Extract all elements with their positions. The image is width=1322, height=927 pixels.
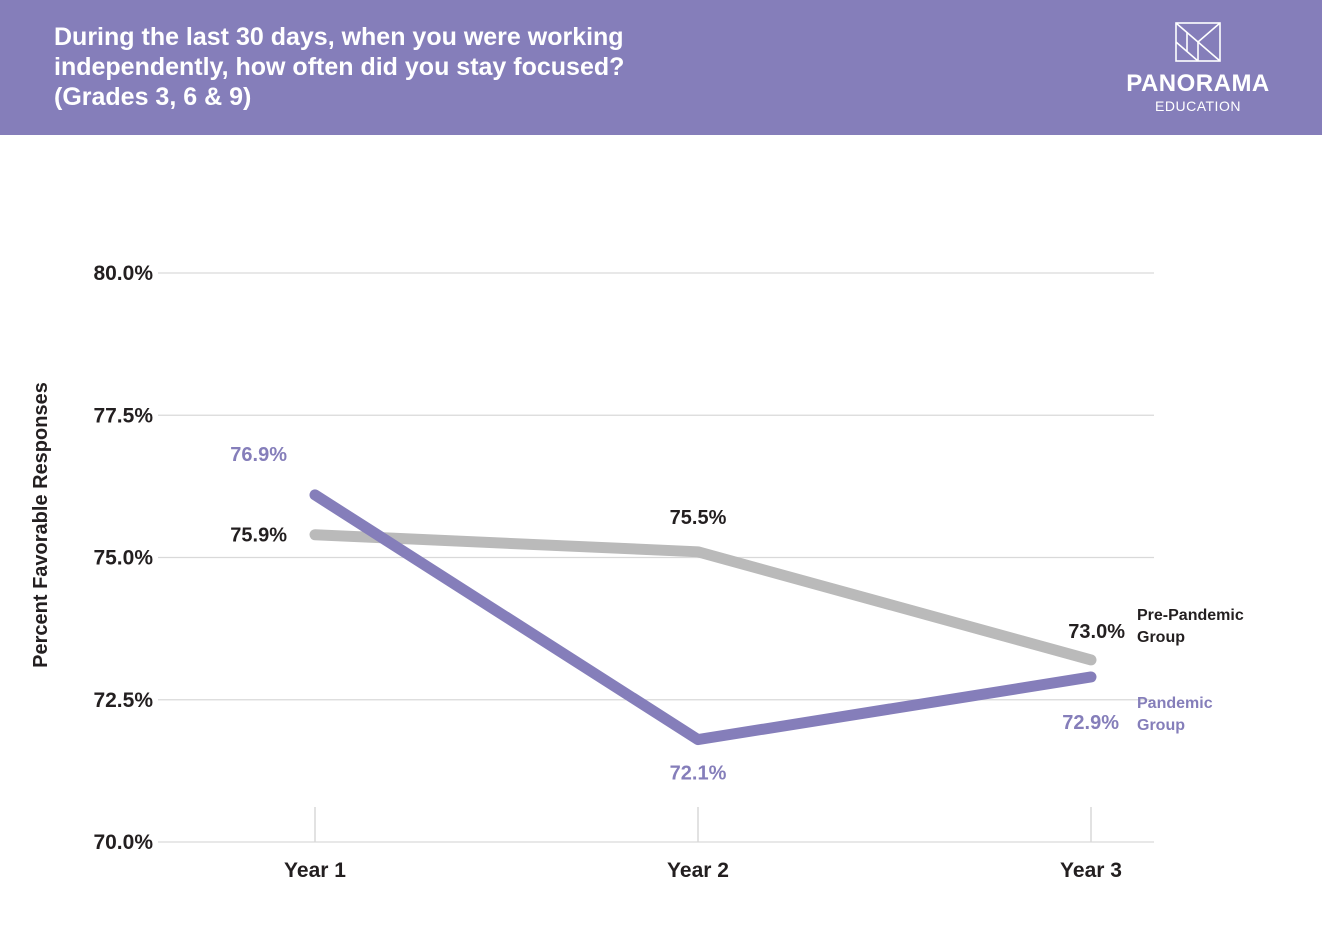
legend-label: Pandemic — [1137, 695, 1213, 712]
line-chart: 70.0%72.5%75.0%77.5%80.0% Year 1 Year 2 Ye… — [30, 262, 1244, 882]
x-tick-label: Year 1 — [284, 859, 346, 882]
legend-label: Pre-Pandemic — [1137, 607, 1244, 624]
x-tick-label: Year 3 — [1060, 859, 1122, 882]
title-line-3: (Grades 3, 6 & 9) — [54, 83, 252, 111]
chart-title: During the last 30 days, when you were w… — [54, 22, 814, 112]
data-label: 73.0% — [1068, 621, 1125, 643]
logo-name: PANORAMA — [1126, 70, 1270, 97]
tangram-square-logo-icon — [1175, 22, 1221, 62]
legend-label: Group — [1137, 629, 1185, 646]
pre-pandemic-series-line — [309, 529, 1097, 666]
pandemic-series-line — [309, 489, 1097, 746]
y-tick-label: 80.0% — [93, 262, 153, 285]
x-axis: Year 1 Year 2 Year 3 — [284, 807, 1122, 882]
x-tick-label: Year 2 — [667, 859, 729, 882]
y-axis-ticks: 70.0% 72.5% 75.0% 77.5% 80.0% — [93, 262, 153, 854]
title-line-2: independently, how often did you stay fo… — [54, 53, 625, 81]
title-line-1: During the last 30 days, when you were w… — [54, 23, 624, 51]
y-tick-label: 70.0% — [93, 831, 153, 854]
legend-label: Group — [1137, 717, 1185, 734]
data-labels: 75.9% 75.5% 73.0% 76.9% 72.1% 72.9% — [230, 444, 1125, 785]
y-tick-label: 77.5% — [93, 404, 153, 427]
data-label: 72.9% — [1062, 712, 1119, 734]
series-legend: Pre-Pandemic Group Pandemic Group — [1137, 607, 1244, 734]
data-label: 76.9% — [230, 444, 287, 466]
y-tick-label: 72.5% — [93, 689, 153, 712]
logo-subtitle: EDUCATION — [1155, 98, 1241, 114]
panorama-logo: PANORAMA EDUCATION — [1118, 22, 1278, 117]
y-axis-label: Percent Favorable Responses — [30, 382, 52, 668]
gridlines — [158, 272, 1154, 843]
data-label: 75.5% — [670, 507, 727, 529]
data-label: 72.1% — [670, 763, 727, 785]
header-banner: During the last 30 days, when you were w… — [0, 0, 1322, 135]
y-tick-label: 75.0% — [93, 547, 153, 570]
series-lines — [309, 489, 1097, 746]
data-label: 75.9% — [230, 525, 287, 547]
